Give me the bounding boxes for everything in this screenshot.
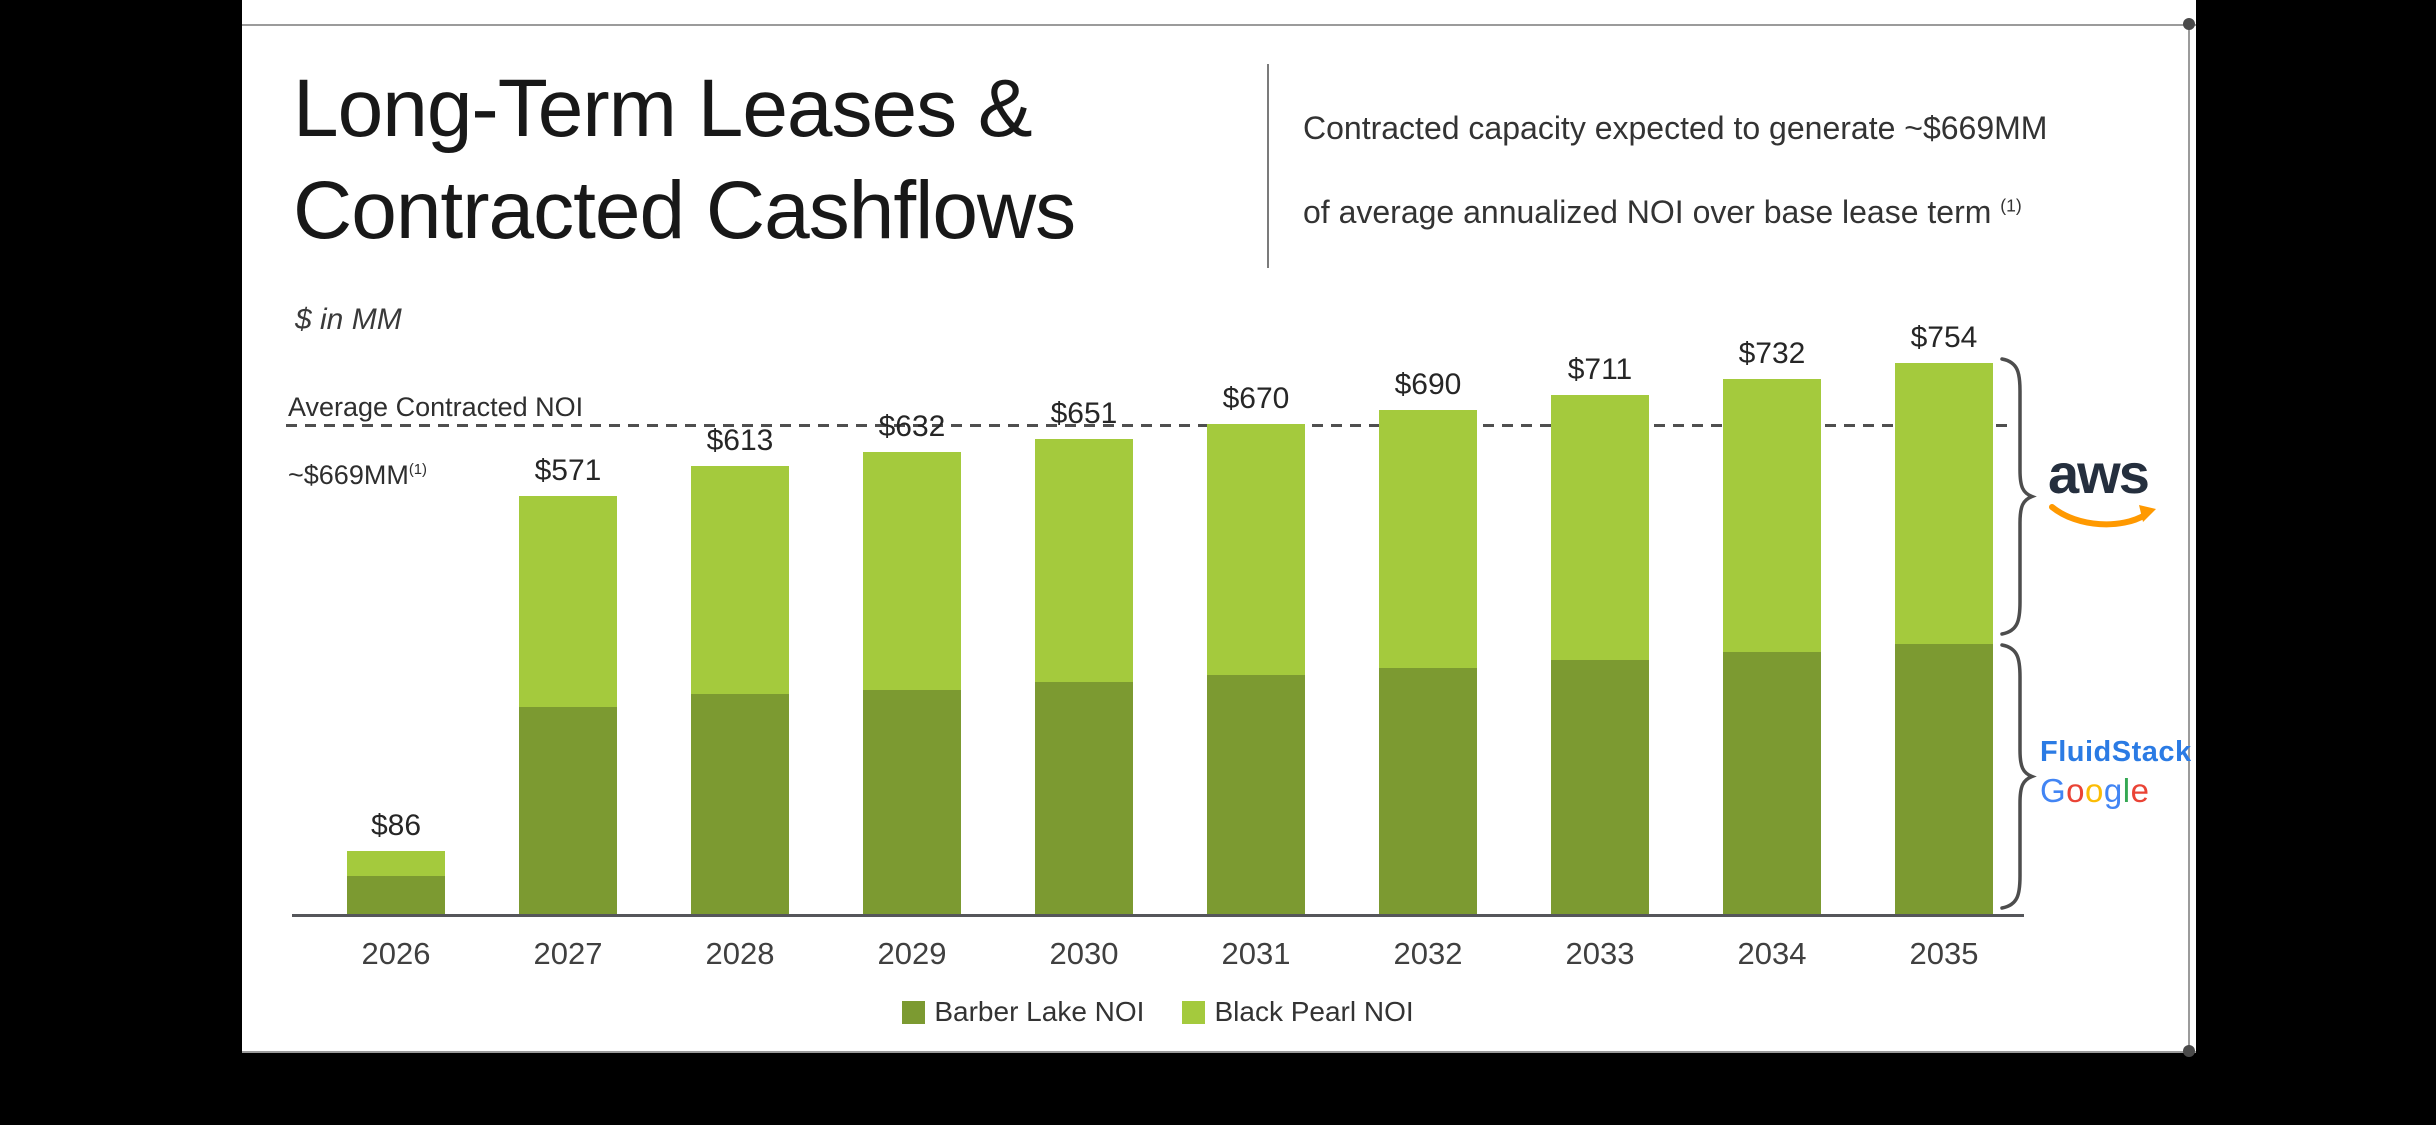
- google-logo-letter: l: [2122, 772, 2131, 809]
- reference-footnote-marker: (1): [408, 462, 427, 478]
- google-logo-letter: o: [2085, 772, 2104, 809]
- aws-logo-text: aws: [2048, 442, 2150, 505]
- reference-line-value: ~$669MM(1): [288, 460, 427, 490]
- subtitle-line2: of average annualized NOI over base leas…: [1303, 194, 2022, 230]
- bar-segment-barber-lake-2027: [519, 707, 617, 914]
- aws-smile-icon: [2049, 504, 2156, 528]
- aws-logo: aws: [2048, 446, 2188, 539]
- bar-segment-black-pearl-2031: [1207, 424, 1305, 675]
- resize-handle-top-right[interactable]: [2183, 18, 2195, 30]
- page-title: Long-Term Leases & Contracted Cashflows: [293, 58, 1076, 262]
- subtitle-line1: Contracted capacity expected to generate…: [1303, 110, 2048, 146]
- x-axis-label-2031: 2031: [1221, 936, 1291, 971]
- reference-line-label: Average Contracted NOI: [288, 392, 584, 422]
- google-logo: Google: [2040, 772, 2149, 810]
- bar-segment-black-pearl-2034: [1723, 379, 1821, 652]
- slide: Long-Term Leases & Contracted Cashflows …: [242, 0, 2196, 1057]
- google-logo-letter: G: [2040, 772, 2067, 809]
- frame-line-top[interactable]: [242, 24, 2196, 26]
- bar-segment-barber-lake-2034: [1723, 652, 1821, 914]
- bar-segment-barber-lake-2035: [1895, 644, 1993, 914]
- x-axis-label-2029: 2029: [877, 936, 947, 971]
- bar-segment-black-pearl-2027: [519, 496, 617, 707]
- x-axis-label-2026: 2026: [361, 936, 431, 971]
- legend-label: Black Pearl NOI: [1214, 996, 1414, 1027]
- bar-total-label-2030: $651: [1050, 397, 1118, 430]
- page-title-line1: Long-Term Leases &: [293, 63, 1033, 154]
- bar-total-label-2029: $632: [878, 410, 946, 443]
- bar-segment-barber-lake-2030: [1035, 682, 1133, 914]
- chart-legend: Barber Lake NOI Black Pearl NOI: [292, 996, 2024, 1028]
- page-title-line2: Contracted Cashflows: [293, 165, 1076, 256]
- x-axis-label-2030: 2030: [1049, 936, 1119, 971]
- bar-segment-black-pearl-2026: [347, 851, 445, 876]
- frame-line-right[interactable]: [2188, 24, 2190, 1052]
- bar-total-label-2028: $613: [706, 424, 774, 457]
- bar-segment-black-pearl-2033: [1551, 395, 1649, 660]
- bar-total-label-2035: $754: [1910, 321, 1978, 354]
- x-axis-label-2028: 2028: [705, 936, 775, 971]
- x-axis-label-2033: 2033: [1565, 936, 1635, 971]
- x-axis-label-2035: 2035: [1909, 936, 1979, 971]
- google-logo-letter: e: [2130, 772, 2150, 809]
- fluidstack-logo: FluidStack: [2040, 736, 2192, 768]
- bar-segment-barber-lake-2029: [863, 690, 961, 914]
- fluidstack-google-group-brace: [2000, 643, 2037, 910]
- bar-total-label-2032: $690: [1394, 368, 1462, 401]
- google-logo-letter: g: [2103, 772, 2123, 809]
- bar-segment-black-pearl-2029: [863, 452, 961, 690]
- bar-segment-barber-lake-2031: [1207, 675, 1305, 914]
- bar-segment-barber-lake-2032: [1379, 668, 1477, 914]
- resize-handle-bottom-right[interactable]: [2183, 1045, 2195, 1057]
- bar-segment-black-pearl-2030: [1035, 439, 1133, 682]
- legend-swatch: [902, 1000, 926, 1024]
- bar-segment-black-pearl-2035: [1895, 363, 1993, 644]
- aws-group-brace: [2000, 357, 2037, 636]
- google-logo-letter: o: [2066, 772, 2086, 809]
- legend-label: Barber Lake NOI: [934, 996, 1145, 1027]
- legend-item-barber-lake-noi: Barber Lake NOI: [902, 996, 1144, 1028]
- legend-swatch: [1182, 1000, 1206, 1024]
- bar-segment-barber-lake-2028: [691, 694, 789, 914]
- bar-segment-black-pearl-2032: [1379, 410, 1477, 668]
- x-axis-label-2034: 2034: [1737, 936, 1807, 971]
- x-axis-label-2032: 2032: [1393, 936, 1463, 971]
- frame-line-bottom[interactable]: [242, 1051, 2196, 1053]
- bar-total-label-2031: $670: [1222, 382, 1290, 415]
- header-divider: [1267, 64, 1269, 268]
- bar-segment-barber-lake-2026: [347, 876, 445, 914]
- x-axis-label-2027: 2027: [533, 936, 603, 971]
- bar-total-label-2026: $86: [370, 809, 422, 842]
- bar-total-label-2033: $711: [1567, 353, 1633, 386]
- bar-segment-barber-lake-2033: [1551, 660, 1649, 914]
- bar-total-label-2034: $732: [1738, 337, 1806, 370]
- units-note: $ in MM: [295, 303, 402, 336]
- bar-total-label-2027: $571: [534, 454, 602, 487]
- subtitle-footnote-marker: (1): [2000, 195, 2022, 216]
- bar-segment-black-pearl-2028: [691, 466, 789, 694]
- x-axis-line: [292, 914, 2024, 917]
- legend-item-black-pearl-noi: Black Pearl NOI: [1182, 996, 1414, 1028]
- average-noi-reference-line: [286, 424, 2012, 427]
